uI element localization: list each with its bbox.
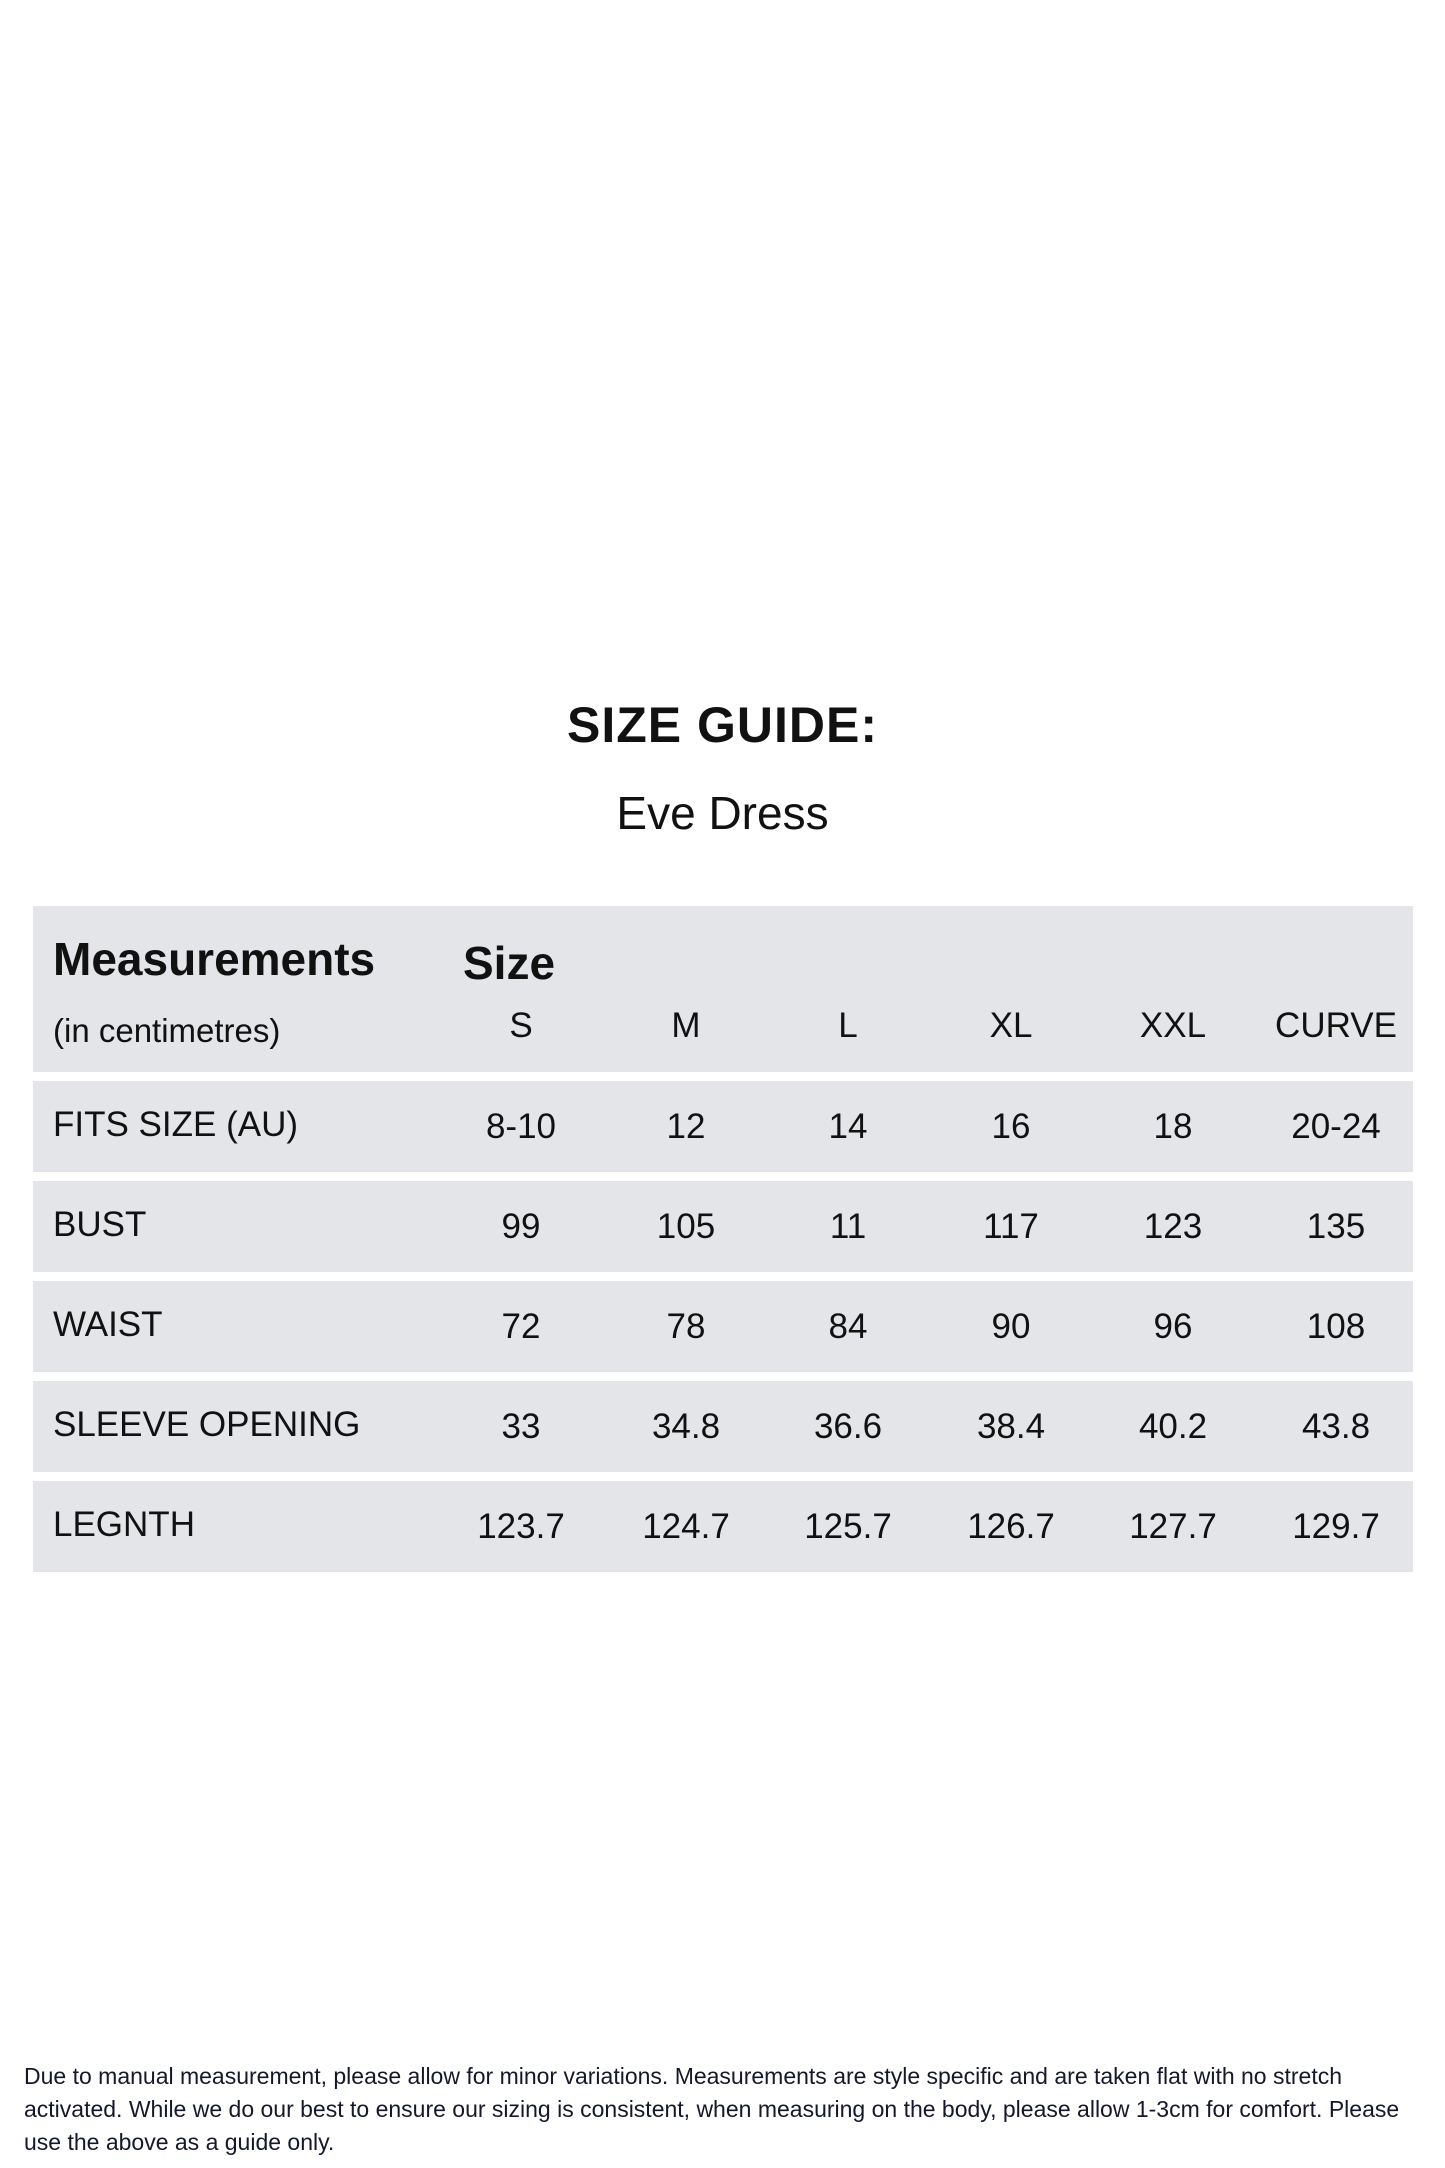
product-name: Eve Dress [616, 787, 829, 839]
table-cell: 124.7 [642, 1507, 730, 1546]
footnote: Due to manual measurement, please allow … [24, 2063, 1400, 2155]
size-column-header: M [671, 1006, 701, 1045]
row-label: BUST [53, 1205, 147, 1244]
table-cell: 117 [983, 1207, 1039, 1246]
table-cell: 20-24 [1291, 1107, 1381, 1146]
table-cell: 40.2 [1138, 1407, 1208, 1446]
page-title: SIZE GUIDE: [566, 697, 879, 753]
table-row: LEGNTH 123.7 124.7 125.7 126.7 127.7 129.7 [33, 1481, 1413, 1572]
row-label: SLEEVE OPENING [53, 1405, 361, 1444]
table-cell: 123 [1143, 1207, 1203, 1246]
table-cell: 126.7 [967, 1507, 1055, 1546]
table-cell: 11 [829, 1207, 867, 1246]
table-cell: 99 [501, 1207, 541, 1246]
table-cell: 18 [1153, 1107, 1193, 1146]
table-cell: 36.6 [813, 1407, 883, 1446]
table-cell: 8-10 [485, 1107, 557, 1146]
table-cell: 12 [666, 1107, 706, 1146]
table-cell: 38.4 [976, 1407, 1046, 1446]
row-label: LEGNTH [53, 1505, 195, 1544]
table-cell: 105 [656, 1207, 716, 1246]
size-table: Measurements (in centimetres) Size S M L… [33, 906, 1413, 1572]
table-cell: 123.7 [477, 1507, 565, 1546]
table-row: WAIST 72 78 84 90 96 108 [33, 1281, 1413, 1372]
table-cell: 72 [501, 1307, 541, 1346]
table-cell: 96 [1153, 1307, 1193, 1346]
table-cell: 16 [991, 1107, 1031, 1146]
row-label: FITS SIZE (AU) [53, 1105, 298, 1144]
table-cell: 43.8 [1301, 1407, 1371, 1446]
table-row: SLEEVE OPENING 33 34.8 36.6 38.4 40.2 43.8 [33, 1381, 1413, 1472]
table-cell: 125.7 [804, 1507, 892, 1546]
table-row: BUST 99 105 11 117 123 135 [33, 1181, 1413, 1272]
size-column-header: XL [989, 1006, 1033, 1045]
table-cell: 84 [828, 1307, 868, 1346]
table-cell: 129.7 [1292, 1507, 1380, 1546]
table-cell: 90 [991, 1307, 1031, 1346]
table-cell: 78 [666, 1307, 706, 1346]
row-label: WAIST [53, 1305, 163, 1344]
table-cell: 14 [828, 1107, 868, 1146]
table-row: FITS SIZE (AU) 8-10 12 14 16 18 20-24 [33, 1081, 1413, 1172]
table-cell: 108 [1306, 1307, 1366, 1346]
table-cell: 33 [501, 1407, 541, 1446]
unit-note: (in centimetres) [53, 1012, 281, 1049]
size-heading: Size [463, 937, 556, 989]
table-cell: 135 [1306, 1207, 1366, 1246]
size-column-header: XXL [1139, 1006, 1207, 1045]
table-header: Measurements (in centimetres) Size S M L… [33, 906, 1413, 1072]
table-cell: 127.7 [1129, 1507, 1217, 1546]
size-column-header: S [509, 1006, 533, 1045]
table-cell: 34.8 [651, 1407, 721, 1446]
measurements-heading: Measurements [53, 933, 376, 985]
size-column-header: L [838, 1006, 858, 1045]
size-column-header: CURVE [1275, 1006, 1397, 1045]
